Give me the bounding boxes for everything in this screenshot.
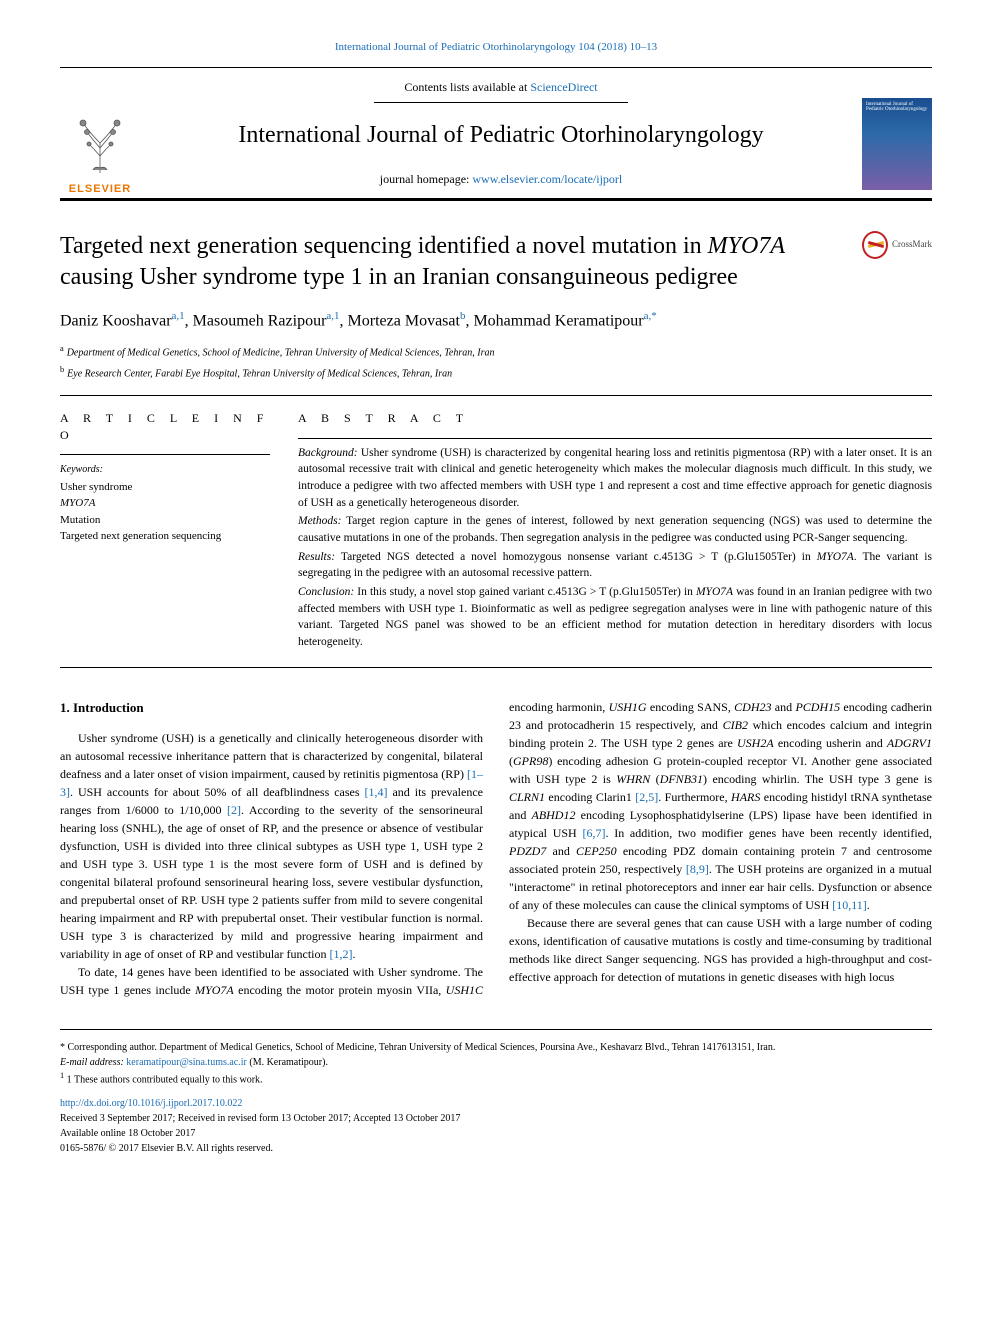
title-line2: causing Usher syndrome type 1 in an Iran… [60,264,738,290]
elsevier-tree-icon [65,108,135,178]
keyword-item: Usher syndrome [60,479,270,496]
received-line: Received 3 September 2017; Received in r… [60,1111,932,1126]
email-suffix: (M. Keramatipour). [247,1057,328,1068]
crossmark-icon [862,231,888,259]
abstract-paragraph: Background: Usher syndrome (USH) is char… [298,445,932,512]
available-line: Available online 18 October 2017 [60,1126,932,1141]
title-gene: MYO7A [708,233,785,259]
body-paragraph: Usher syndrome (USH) is a genetically an… [60,729,483,963]
divider-1 [60,395,932,396]
homepage-line: journal homepage: www.elsevier.com/locat… [152,171,850,188]
equal-contribution: 1 1 These authors contributed equally to… [60,1070,932,1087]
journal-cover-thumb: International Journal of Pediatric Otorh… [862,98,932,198]
divider-abstract [298,438,932,439]
affiliation: bEye Research Center, Farabi Eye Hospita… [60,364,932,381]
contents-prefix: Contents lists available at [404,80,530,94]
article-title: Targeted next generation sequencing iden… [60,231,850,293]
homepage-link[interactable]: www.elsevier.com/locate/ijporl [472,172,622,186]
keyword-item: Targeted next generation sequencing [60,528,270,545]
abstract-paragraph: Conclusion: In this study, a novel stop … [298,584,932,651]
affiliation: aDepartment of Medical Genetics, School … [60,343,932,360]
elsevier-logo: ELSEVIER [60,108,140,197]
email-line: E-mail address: keramatipour@sina.tums.a… [60,1055,932,1070]
equal-text: 1 These authors contributed equally to t… [67,1075,263,1086]
introduction-heading: 1. Introduction [60,698,483,718]
crossmark-badge[interactable]: CrossMark [862,231,932,259]
elsevier-wordmark: ELSEVIER [69,182,131,197]
article-info-header: A R T I C L E I N F O [60,410,270,444]
body-paragraph: Because there are several genes that can… [509,914,932,986]
email-label: E-mail address: [60,1057,126,1068]
journal-name: International Journal of Pediatric Otorh… [152,119,850,153]
abstract-header: A B S T R A C T [298,410,932,427]
divider-info [60,454,270,455]
top-citation-link[interactable]: International Journal of Pediatric Otorh… [335,41,657,53]
corresponding-author: * Corresponding author. Department of Me… [60,1040,932,1055]
keyword-item: Mutation [60,512,270,529]
abstract: A B S T R A C T Background: Usher syndro… [298,410,932,652]
introduction-section: 1. Introduction Usher syndrome (USH) is … [60,698,932,1000]
article-info: A R T I C L E I N F O Keywords: Usher sy… [60,410,270,652]
body-columns: 1. Introduction Usher syndrome (USH) is … [60,698,932,1000]
copyright-line: 0165-5876/ © 2017 Elsevier B.V. All righ… [60,1141,932,1156]
keywords-label: Keywords: [60,463,270,477]
title-row: Targeted next generation sequencing iden… [60,231,932,293]
header-center: Contents lists available at ScienceDirec… [152,78,850,197]
doi-link[interactable]: http://dx.doi.org/10.1016/j.ijporl.2017.… [60,1098,242,1109]
homepage-prefix: journal homepage: [380,172,473,186]
authors-line: Daniz Kooshavara,1, Masoumeh Razipoura,1… [60,309,932,333]
abstract-paragraph: Results: Targeted NGS detected a novel h… [298,549,932,582]
contents-line: Contents lists available at ScienceDirec… [374,79,627,103]
footer: * Corresponding author. Department of Me… [60,1029,932,1155]
crossmark-label: CrossMark [892,238,932,251]
journal-header: ELSEVIER Contents lists available at Sci… [60,67,932,200]
sciencedirect-link[interactable]: ScienceDirect [530,80,597,94]
top-citation: International Journal of Pediatric Otorh… [60,40,932,55]
keyword-item: MYO7A [60,495,270,512]
info-abstract-row: A R T I C L E I N F O Keywords: Usher sy… [60,410,932,652]
abstract-paragraph: Methods: Target region capture in the ge… [298,513,932,546]
divider-2 [60,667,932,668]
cover-title: International Journal of Pediatric Otorh… [866,102,928,113]
doi-line: http://dx.doi.org/10.1016/j.ijporl.2017.… [60,1096,932,1111]
email-link[interactable]: keramatipour@sina.tums.ac.ir [126,1057,247,1068]
title-pre: Targeted next generation sequencing iden… [60,233,708,259]
journal-cover-icon: International Journal of Pediatric Otorh… [862,98,932,190]
keywords-list: Usher syndromeMYO7AMutationTargeted next… [60,479,270,545]
